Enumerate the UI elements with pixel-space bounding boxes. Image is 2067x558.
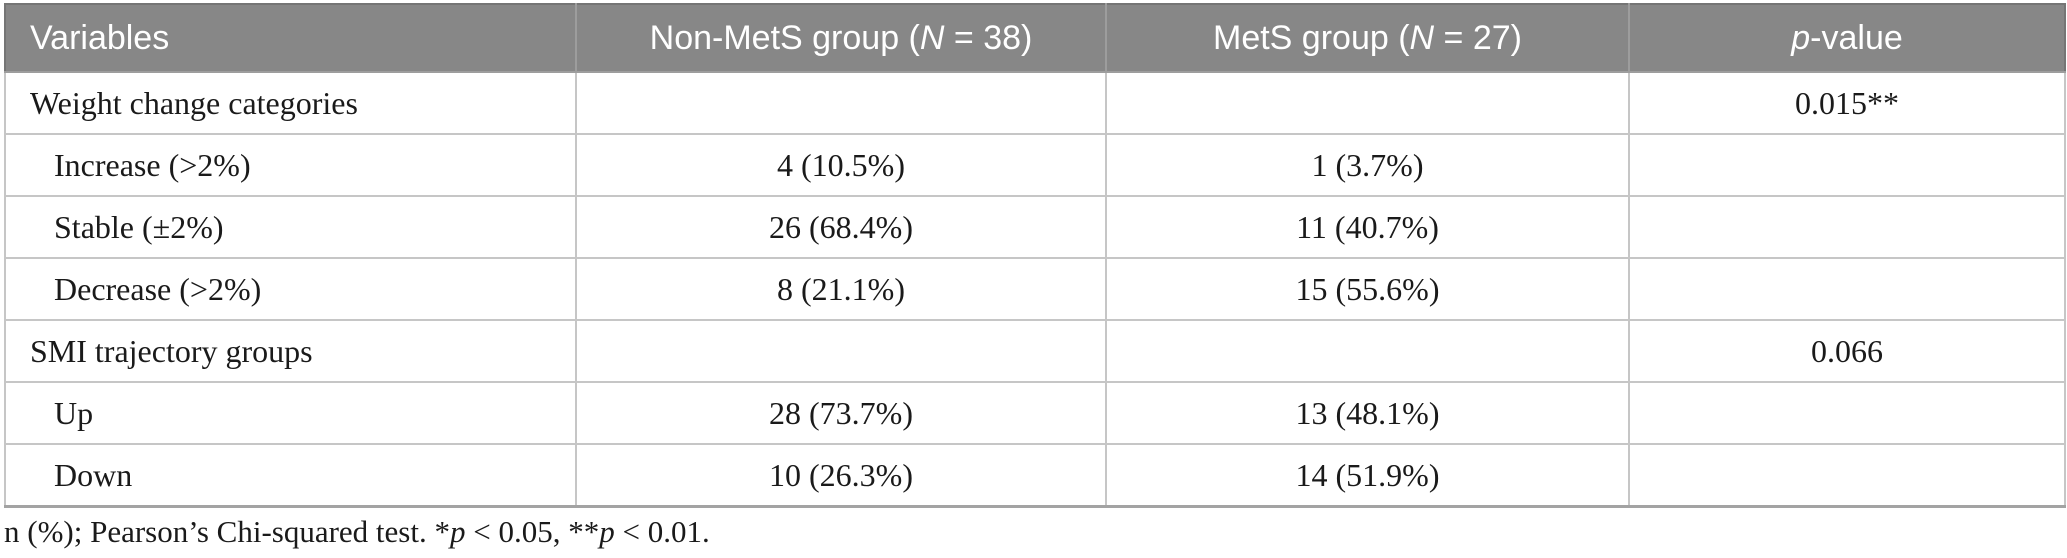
header-variables-text: Variables <box>30 18 170 57</box>
header-p-value-text: p <box>1791 18 1811 57</box>
non-mets-value-cell <box>575 319 1107 383</box>
mets-value-cell: 15 (55.6%) <box>1105 257 1630 321</box>
row-label-cell: Weight change categories <box>4 71 577 135</box>
row-label-cell: Increase (>2%) <box>4 133 577 197</box>
non-mets-value-cell: 8 (21.1%) <box>575 257 1107 321</box>
row-label-cell: Stable (±2%) <box>4 195 577 259</box>
table-row-decrease: Decrease (>2%) 8 (21.1%) 15 (55.6%) <box>4 257 2066 321</box>
table-row-stable: Stable (±2%) 26 (68.4%) 11 (40.7%) <box>4 195 2066 259</box>
p-value-cell <box>1628 381 2066 445</box>
row-label-cell: Decrease (>2%) <box>4 257 577 321</box>
header-mets-group: MetS group (N = 27) <box>1105 3 1630 73</box>
table-header-row: Variables Non-MetS group (N = 38) MetS g… <box>4 3 2066 73</box>
p-value-cell <box>1628 133 2066 197</box>
mets-value-cell: 1 (3.7%) <box>1105 133 1630 197</box>
table-row-smi-trajectory-groups: SMI trajectory groups 0.066 <box>4 319 2066 383</box>
header-p-value: p-value <box>1628 3 2066 73</box>
non-mets-value-cell: 28 (73.7%) <box>575 381 1107 445</box>
header-mets-text: MetS group ( <box>1213 18 1410 57</box>
p-value-cell <box>1628 195 2066 259</box>
p-value-cell <box>1628 257 2066 321</box>
non-mets-value-cell: 26 (68.4%) <box>575 195 1107 259</box>
non-mets-value-cell <box>575 71 1107 135</box>
table-row-increase: Increase (>2%) 4 (10.5%) 1 (3.7%) <box>4 133 2066 197</box>
mets-value-cell: 14 (51.9%) <box>1105 443 1630 508</box>
mets-value-cell: 13 (48.1%) <box>1105 381 1630 445</box>
row-label-cell: Down <box>4 443 577 508</box>
header-non-mets-text: Non-MetS group ( <box>649 18 920 57</box>
mets-value-cell: 11 (40.7%) <box>1105 195 1630 259</box>
row-label-cell: Up <box>4 381 577 445</box>
p-value-cell: 0.066 <box>1628 319 2066 383</box>
footnote-text: n (%); Pearson’s Chi-squared test. * <box>4 514 450 549</box>
non-mets-value-cell: 10 (26.3%) <box>575 443 1107 508</box>
table-row-weight-change-categories: Weight change categories 0.015** <box>4 71 2066 135</box>
mets-value-cell <box>1105 319 1630 383</box>
table-footnote: n (%); Pearson’s Chi-squared test. *p < … <box>4 514 710 549</box>
non-mets-value-cell: 4 (10.5%) <box>575 133 1107 197</box>
p-value-cell: 0.015** <box>1628 71 2066 135</box>
results-table: Variables Non-MetS group (N = 38) MetS g… <box>4 3 2066 508</box>
row-label-cell: SMI trajectory groups <box>4 319 577 383</box>
table-row-up: Up 28 (73.7%) 13 (48.1%) <box>4 381 2066 445</box>
header-non-mets-group: Non-MetS group (N = 38) <box>575 3 1107 73</box>
mets-value-cell <box>1105 71 1630 135</box>
header-variables: Variables <box>4 3 577 73</box>
p-value-cell <box>1628 443 2066 508</box>
table-row-down: Down 10 (26.3%) 14 (51.9%) <box>4 443 2066 508</box>
